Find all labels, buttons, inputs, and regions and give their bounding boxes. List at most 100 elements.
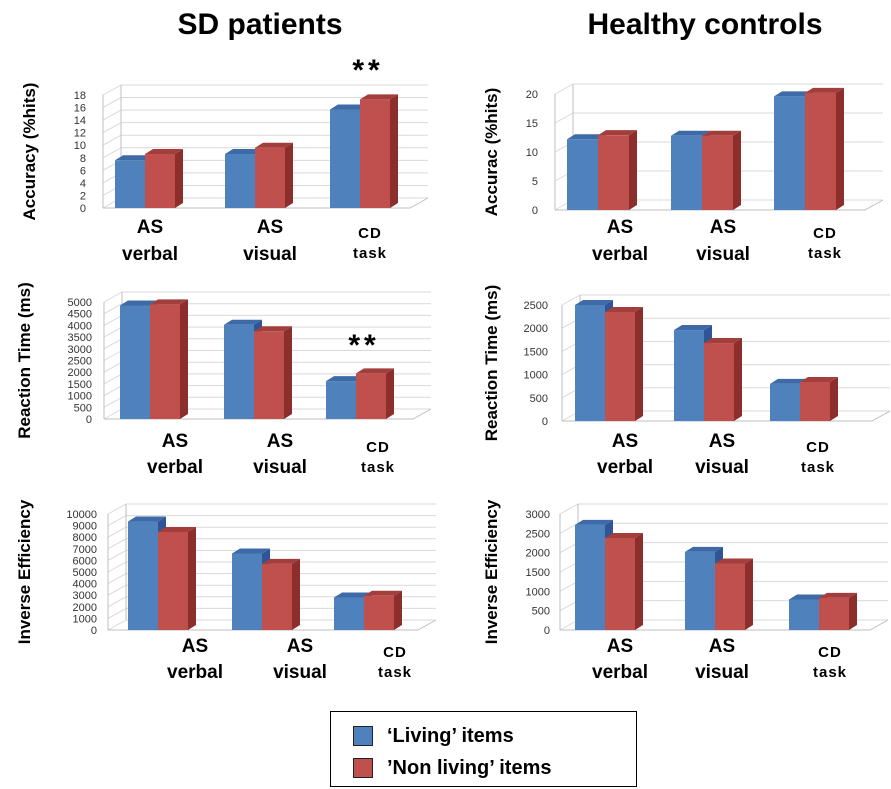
bar-non-living-as-visual [255,142,293,208]
gridline-depth [103,338,123,350]
category-label-line1: AS [287,636,313,657]
bar-front [254,331,284,419]
y-tick-label: 5000 [73,567,97,579]
bar-top [254,326,292,332]
category-label-line2: task [361,459,395,476]
column-title-sd-patients: SD patients [177,8,342,41]
y-tick-label: 1000 [73,613,97,625]
gridline-depth [102,97,122,108]
category-label-line2: visual [695,457,749,478]
category-label-line1: AS [267,431,293,452]
category-label-line1: AS [607,217,633,238]
y-tick-label: 3000 [68,344,92,356]
bar-front [685,551,715,630]
bar-side [175,149,183,208]
bar-top [671,130,710,136]
category-label-line2: verbal [167,662,223,683]
y-tick-label: 1000 [68,391,92,403]
bar-top [128,516,166,522]
bar-side [830,377,838,421]
y-tick-label: 4000 [73,579,97,591]
bar-top [145,149,183,155]
bar-top [224,319,262,325]
y-tick-label: 3000 [73,590,97,602]
bar-top [225,149,263,155]
bar-top [262,558,300,564]
bar-front [145,154,175,208]
y-tick-label: 0 [91,625,97,637]
y-axis-label: Reaction Time (ms) [482,285,501,442]
bar-top [575,519,613,525]
bar-top [575,300,613,305]
category-label-line1: CD [813,225,837,242]
bar-top [150,299,188,305]
gridline-depth [107,503,127,515]
category-label-line2: visual [695,662,749,683]
category-label-line1: CD [358,225,382,242]
bar-front [330,109,360,208]
bar-non-living-cd-task [819,592,857,630]
gridline-depth [107,561,127,573]
chart-panel-5: 0100020003000400050006000700080009000100… [15,499,437,683]
bar-front [789,599,819,630]
gridline-depth [554,112,574,124]
y-tick-label: 14 [74,115,86,127]
bar-side [292,558,300,630]
legend-item-living: ‘Living’ items [353,725,514,747]
chart-panel-2: 0 5 10 15 20 Accurac (%hits) AS verbal AS visual C… [482,83,884,265]
gridline-depth [107,538,127,550]
significance-marker: ** [352,54,383,87]
y-tick-label: 500 [532,606,550,618]
bar-front [364,595,394,630]
legend-swatch-living [353,726,373,746]
bar-non-living-as-visual [254,326,292,419]
category-label-line1: AS [709,636,735,657]
category-label-line1: AS [182,636,208,657]
y-tick-label: 10000 [66,509,97,521]
bar-top [158,526,196,532]
bar-top [774,91,813,97]
gridline-depth [103,303,123,315]
y-tick-label: 4500 [68,309,92,321]
column-title-healthy-controls: Healthy controls [587,8,822,41]
bar-front [598,135,629,210]
bar-front [819,597,849,630]
y-tick-label: 16 [74,103,86,115]
category-label-line2: task [378,664,412,681]
bar-side [734,338,742,421]
gridline-depth [103,314,123,326]
gridline-depth [107,526,127,538]
bar-front [128,521,158,630]
y-tick-label: 12 [74,128,86,140]
category-label-line1: CD [383,644,407,661]
bar-front [224,324,254,419]
y-tick-label: 1000 [526,586,550,598]
bar-top [115,155,153,161]
y-tick-label: 2000 [68,367,92,379]
y-tick-label: 18 [74,90,86,102]
bar-side [188,526,196,630]
y-tick-label: 3000 [526,509,550,521]
y-tick-label: 5000 [68,297,92,309]
bar-non-living-as-verbal [598,130,637,210]
chart-panel-3: 0500100015002000250030003500400045005000… [15,282,432,478]
bar-front [605,311,635,421]
gridline-depth [103,291,123,303]
y-tick-label: 6000 [73,555,97,567]
bar-top [819,592,857,598]
y-tick-label: 2500 [68,356,92,368]
bar-top [770,378,808,384]
category-label-line2: task [353,245,387,262]
bar-front [326,381,356,419]
category-label-line2: verbal [592,244,648,265]
bar-front [605,537,635,630]
bar-front [704,343,734,421]
bar-side [394,590,402,630]
floor-edge [562,410,891,422]
bar-non-living-as-verbal [158,526,196,630]
bar-non-living-cd-task [360,94,398,208]
bar-front [225,154,255,208]
y-tick-label: 15 [526,118,538,130]
category-label-line1: AS [710,217,736,238]
y-tick-label: 8000 [73,532,97,544]
